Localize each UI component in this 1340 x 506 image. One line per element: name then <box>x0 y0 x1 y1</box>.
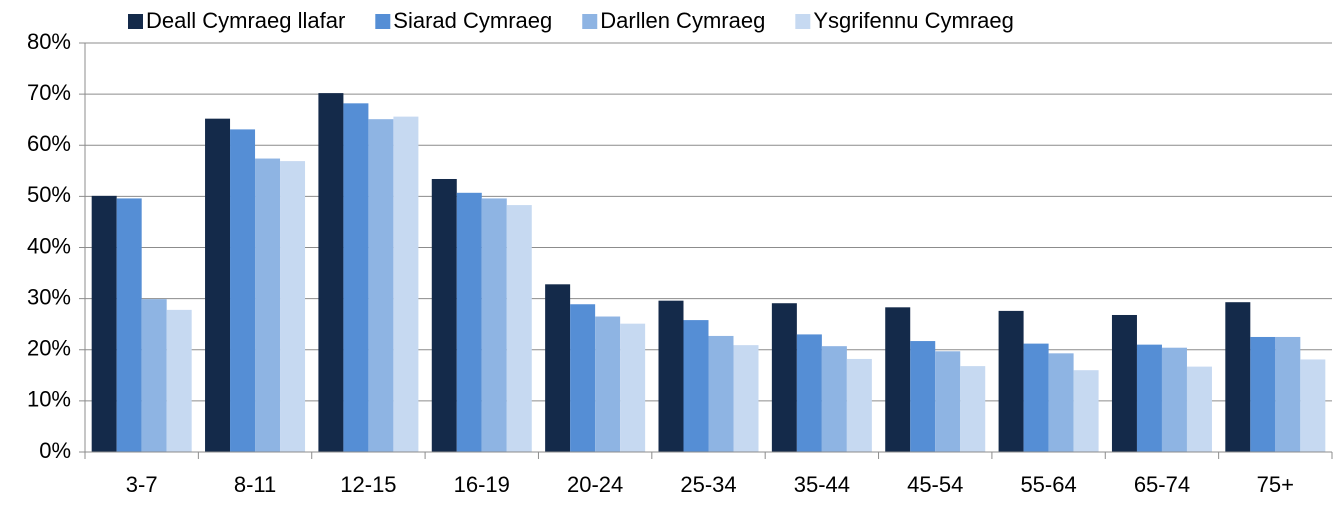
legend-label: Ysgrifennu Cymraeg <box>813 8 1014 33</box>
bar <box>683 320 709 452</box>
bar <box>91 195 117 452</box>
bar <box>595 316 621 452</box>
bar <box>393 116 419 453</box>
bar <box>1250 336 1276 452</box>
x-tick-label: 12-15 <box>340 472 396 497</box>
bar <box>1136 344 1162 452</box>
bar <box>431 178 457 452</box>
x-tick-label: 16-19 <box>454 472 510 497</box>
bar <box>796 334 822 452</box>
legend-label: Siarad Cymraeg <box>393 8 552 33</box>
legend-swatch <box>582 14 598 29</box>
bar <box>846 358 872 452</box>
bar <box>368 119 394 453</box>
y-tick-label: 70% <box>27 80 71 105</box>
bar <box>230 129 256 452</box>
x-tick-label: 65-74 <box>1134 472 1190 497</box>
y-tick-label: 20% <box>27 336 71 361</box>
bar <box>280 161 306 452</box>
bar <box>1161 347 1187 452</box>
legend-label: Deall Cymraeg llafar <box>146 8 345 33</box>
y-tick-label: 0% <box>39 438 71 463</box>
bar <box>545 284 571 452</box>
bar <box>1275 336 1301 452</box>
bar <box>1225 302 1251 452</box>
bar <box>166 309 192 452</box>
bar <box>1048 353 1074 452</box>
x-tick-label: 25-34 <box>680 472 736 497</box>
legend-swatch <box>375 14 391 29</box>
bar <box>708 335 734 452</box>
x-tick-label: 35-44 <box>794 472 850 497</box>
x-tick-label: 45-54 <box>907 472 963 497</box>
y-tick-label: 80% <box>27 29 71 54</box>
legend-label: Darllen Cymraeg <box>600 8 765 33</box>
bar <box>935 351 961 452</box>
x-tick-label: 20-24 <box>567 472 623 497</box>
bar <box>960 366 986 452</box>
bar <box>998 310 1024 452</box>
bar <box>570 304 596 452</box>
y-tick-label: 60% <box>27 131 71 156</box>
y-tick-label: 40% <box>27 233 71 258</box>
bar <box>481 198 507 452</box>
bar <box>255 158 281 453</box>
x-tick-label: 3-7 <box>126 472 158 497</box>
bar <box>1111 314 1137 452</box>
bar <box>1023 343 1049 452</box>
bar <box>318 93 344 452</box>
bar <box>506 205 532 452</box>
bar <box>771 303 797 452</box>
bar <box>205 118 231 452</box>
bar <box>141 299 167 452</box>
x-tick-label: 55-64 <box>1020 472 1076 497</box>
bar <box>1300 359 1326 452</box>
legend-swatch <box>795 14 811 29</box>
bar <box>343 103 369 452</box>
bar <box>1073 370 1099 452</box>
bar <box>733 345 759 452</box>
bar <box>456 192 482 452</box>
bar <box>885 307 911 452</box>
bar <box>910 341 936 452</box>
bar <box>116 198 142 452</box>
bar <box>658 300 684 452</box>
bar <box>620 323 646 452</box>
y-tick-label: 50% <box>27 182 71 207</box>
y-tick-label: 30% <box>27 284 71 309</box>
bar <box>821 346 847 452</box>
x-tick-label: 75+ <box>1257 472 1294 497</box>
legend-swatch <box>128 14 143 29</box>
bar <box>1186 366 1212 452</box>
y-tick-label: 10% <box>27 387 71 412</box>
x-tick-label: 8-11 <box>234 472 276 497</box>
